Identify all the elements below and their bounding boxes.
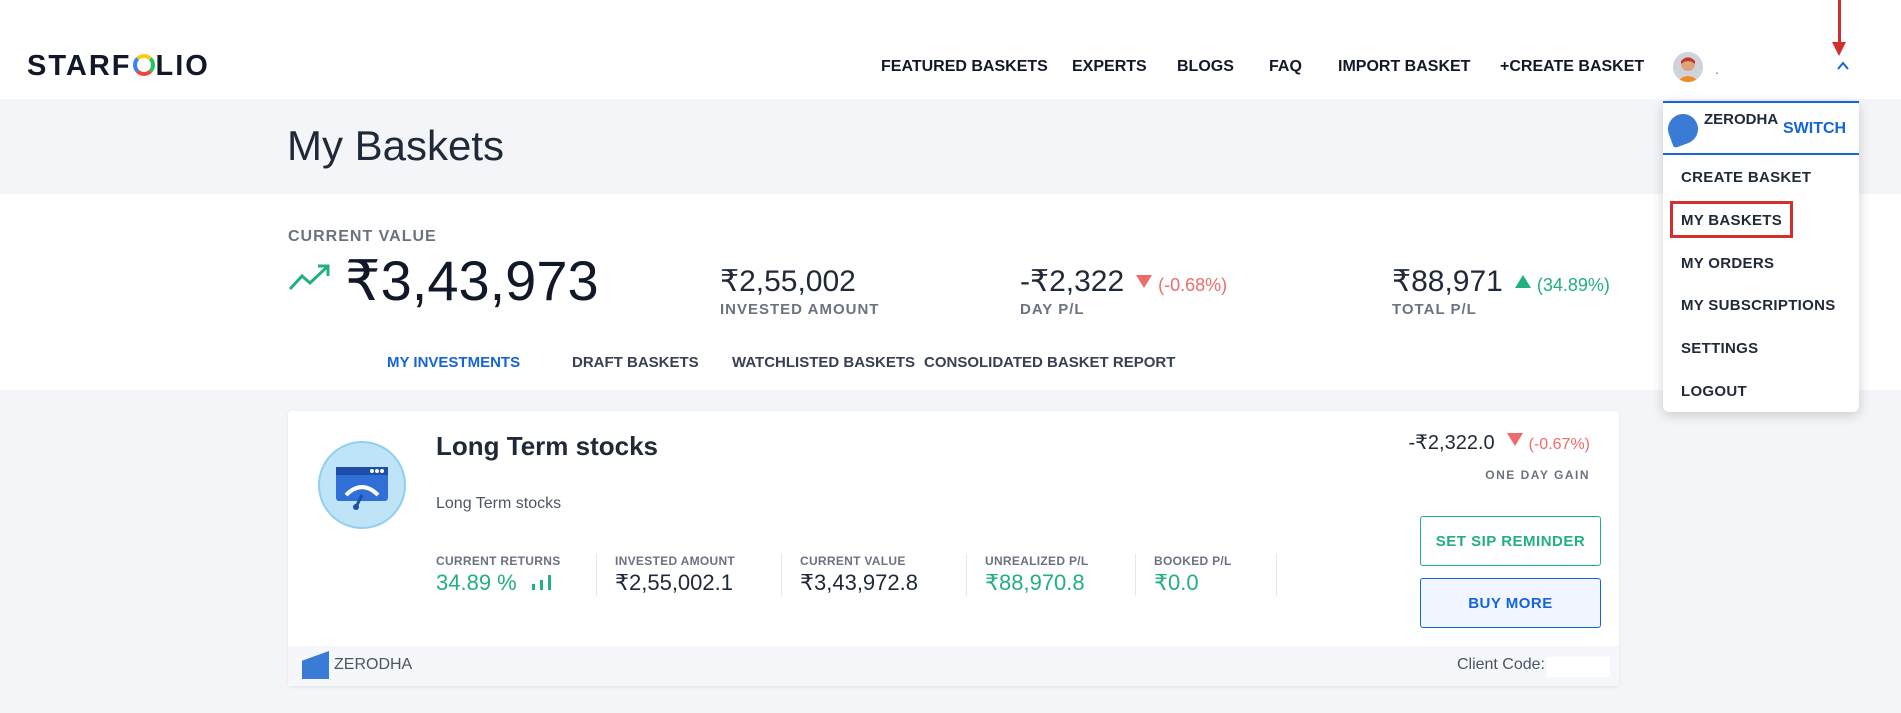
one-day-gain: -₹2,322.0 (-0.67%) — [1409, 430, 1590, 455]
nav-experts[interactable]: EXPERTS — [1072, 58, 1147, 75]
annotation-arrow-head — [1832, 42, 1846, 56]
metric-invested-amount-value: ₹2,55,002.1 — [615, 570, 733, 595]
metric-booked-pl-label: BOOKED P/L — [1154, 554, 1232, 568]
day-pl-label: DAY P/L — [1020, 301, 1085, 318]
logo-ring-icon — [132, 54, 155, 76]
basket-card-footer — [288, 646, 1619, 686]
metric-unrealized-pl-value: ₹88,970.8 — [985, 570, 1085, 595]
buy-more-button[interactable]: BUY MORE — [1420, 578, 1601, 628]
total-pl: ₹88,971 (34.89%) — [1392, 264, 1610, 299]
one-day-gain-value: -₹2,322.0 — [1408, 432, 1495, 454]
day-pl: -₹2,322 (-0.68%) — [1020, 264, 1227, 299]
current-value: ₹3,43,973 — [345, 249, 599, 312]
metric-divider — [1135, 554, 1136, 596]
down-triangle-icon — [1506, 433, 1523, 446]
tab-draft-baskets[interactable]: DRAFT BASKETS — [572, 354, 699, 371]
metric-current-returns-value: 34.89 % — [436, 570, 553, 596]
metric-current-value-value: ₹3,43,972.8 — [800, 570, 918, 595]
dropdown-broker-name: ZERODHA — [1704, 111, 1779, 128]
menu-item-settings[interactable]: SETTINGS — [1681, 340, 1759, 357]
up-triangle-icon — [1514, 275, 1531, 288]
nav-import-basket[interactable]: IMPORT BASKET — [1338, 58, 1471, 75]
invested-amount-label: INVESTED AMOUNT — [720, 301, 880, 318]
metric-current-value-label: CURRENT VALUE — [800, 554, 906, 568]
basket-description: Long Term stocks — [436, 495, 562, 512]
client-code-value-redacted — [1547, 657, 1610, 677]
nav-featured-baskets[interactable]: FEATURED BASKETS — [881, 58, 1048, 75]
day-pl-percent: (-0.68%) — [1158, 275, 1228, 295]
switch-broker-button[interactable]: SWITCH — [1783, 120, 1847, 137]
broker-name: ZERODHA — [334, 656, 413, 673]
total-pl-value: ₹88,971 — [1392, 265, 1503, 298]
metric-invested-amount-label: INVESTED AMOUNT — [615, 554, 736, 568]
tab-watchlisted-baskets[interactable]: WATCHLISTED BASKETS — [732, 354, 916, 371]
basket-name[interactable]: Long Term stocks — [436, 431, 659, 461]
page-title-band — [0, 99, 1901, 194]
one-day-gain-percent: (-0.67%) — [1528, 436, 1590, 453]
metric-current-returns-label: CURRENT RETURNS — [436, 554, 561, 568]
metric-divider — [966, 554, 967, 596]
trending-up-icon — [288, 264, 330, 291]
client-code-label: Client Code: — [1456, 656, 1545, 673]
dropdown-top-border — [1663, 101, 1859, 103]
user-name: . — [1715, 61, 1719, 77]
user-dropdown-menu — [1663, 101, 1859, 412]
menu-item-my-orders[interactable]: MY ORDERS — [1681, 255, 1775, 272]
tab-consolidated-basket-report[interactable]: CONSOLIDATED BASKET REPORT — [924, 354, 1176, 371]
down-triangle-icon — [1136, 275, 1153, 288]
nav-blogs[interactable]: BLOGS — [1177, 58, 1234, 75]
nav-faq[interactable]: FAQ — [1269, 58, 1302, 75]
menu-item-my-baskets[interactable]: MY BASKETS — [1681, 212, 1783, 229]
annotation-arrow-line — [1838, 0, 1841, 44]
menu-item-create-basket[interactable]: CREATE BASKET — [1681, 169, 1812, 186]
metric-unrealized-pl-label: UNREALIZED P/L — [985, 554, 1089, 568]
page-title: My Baskets — [287, 122, 505, 169]
basket-dashboard-icon — [318, 441, 406, 529]
nav-create-basket[interactable]: +CREATE BASKET — [1500, 58, 1645, 75]
avatar-person-icon — [1673, 52, 1703, 82]
set-sip-reminder-button[interactable]: SET SIP REMINDER — [1420, 516, 1601, 566]
day-pl-value: -₹2,322 — [1020, 265, 1125, 298]
one-day-gain-label: ONE DAY GAIN — [1485, 468, 1590, 482]
top-nav-bar — [0, 0, 1901, 99]
bar-chart-icon — [531, 575, 551, 590]
tab-my-investments[interactable]: MY INVESTMENTS — [387, 354, 521, 371]
metric-divider — [596, 554, 597, 596]
chevron-up-icon[interactable] — [1837, 60, 1849, 72]
invested-amount-value: ₹2,55,002 — [720, 265, 856, 298]
menu-item-my-subscriptions[interactable]: MY SUBSCRIPTIONS — [1681, 297, 1836, 314]
annotation-highlight-box — [1670, 201, 1793, 238]
total-pl-percent: (34.89%) — [1536, 275, 1610, 295]
dropdown-broker-divider — [1663, 153, 1859, 155]
menu-item-logout[interactable]: LOGOUT — [1681, 383, 1747, 400]
metric-divider — [781, 554, 782, 596]
starfolio-logo[interactable]: STARF LIO — [27, 50, 210, 82]
metric-divider — [1276, 554, 1277, 596]
user-avatar[interactable] — [1673, 52, 1703, 82]
current-value-label: CURRENT VALUE — [288, 228, 437, 245]
basket-card[interactable] — [288, 411, 1619, 686]
total-pl-label: TOTAL P/L — [1392, 301, 1477, 318]
metric-booked-pl-value: ₹0.0 — [1154, 570, 1199, 595]
